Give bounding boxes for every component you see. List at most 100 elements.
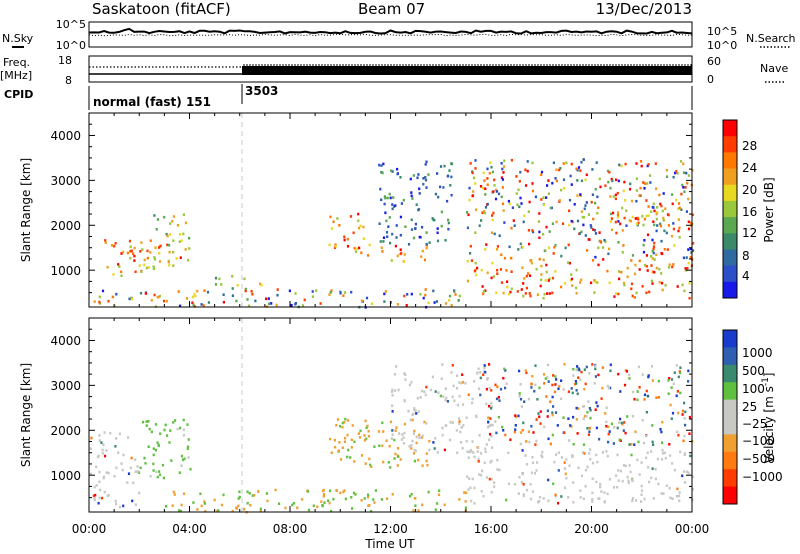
data-cell — [631, 215, 634, 219]
data-cell — [659, 224, 663, 228]
data-cell — [89, 472, 92, 476]
data-cell — [644, 182, 647, 185]
data-cell — [554, 375, 557, 378]
data-cell — [425, 231, 428, 234]
data-cell — [481, 211, 484, 214]
data-cell — [546, 409, 549, 413]
data-cell — [476, 371, 479, 374]
data-cell — [257, 490, 260, 493]
data-cell — [246, 490, 249, 494]
data-cell — [488, 172, 491, 175]
data-cell — [589, 458, 592, 461]
power-cbar-tick-12: 12 — [742, 226, 757, 240]
data-cell — [609, 369, 612, 373]
data-cell — [270, 302, 273, 305]
data-cell — [489, 161, 492, 164]
data-cell — [169, 429, 172, 432]
data-cell — [560, 254, 563, 258]
data-cell — [113, 244, 116, 248]
colorbar-swatch — [723, 364, 737, 383]
data-cell — [646, 269, 649, 272]
data-cell — [555, 378, 558, 381]
data-cell — [496, 268, 499, 272]
data-cell — [479, 371, 482, 374]
data-cell — [370, 465, 373, 468]
data-cell — [383, 202, 386, 206]
data-cell — [615, 292, 618, 295]
data-cell — [487, 416, 490, 419]
data-cell — [610, 212, 613, 216]
data-cell — [577, 466, 580, 470]
data-cell — [267, 302, 271, 306]
data-cell — [385, 439, 388, 442]
colorbar-swatch — [723, 469, 737, 488]
data-cell — [120, 462, 123, 465]
data-cell — [572, 367, 575, 371]
data-cell — [506, 285, 509, 289]
data-cell — [420, 436, 424, 439]
data-cell — [470, 259, 474, 262]
data-cell — [424, 178, 428, 182]
data-cell — [490, 491, 493, 494]
data-cell — [278, 502, 281, 505]
data-cell — [647, 375, 650, 379]
freq-label-line2: [MHz] — [0, 69, 32, 82]
velocity-cbar-label-main: Velocity [m s — [762, 386, 776, 463]
data-cell — [427, 490, 430, 494]
data-cell — [158, 246, 161, 249]
data-cell — [519, 431, 523, 434]
data-cell — [593, 291, 596, 294]
data-cell — [580, 179, 584, 183]
data-cell — [591, 259, 595, 262]
data-cell — [350, 446, 353, 449]
data-cell — [220, 283, 223, 286]
data-cell — [582, 223, 585, 227]
data-cell — [353, 460, 356, 463]
data-cell — [334, 245, 337, 248]
data-cell — [115, 466, 118, 470]
data-cell — [192, 303, 195, 307]
data-cell — [464, 506, 467, 510]
data-cell — [484, 187, 487, 190]
data-cell — [647, 163, 650, 166]
data-cell — [491, 261, 494, 265]
data-cell — [567, 243, 570, 247]
data-cell — [168, 250, 171, 254]
data-cell — [608, 281, 611, 284]
data-cell — [633, 296, 636, 299]
data-cell — [551, 276, 554, 280]
data-cell — [661, 288, 664, 292]
data-cell — [469, 448, 473, 452]
data-cell — [495, 291, 498, 294]
data-cell — [575, 286, 578, 290]
data-cell — [507, 451, 510, 455]
data-cell — [389, 241, 392, 245]
data-cell — [491, 170, 494, 174]
data-cell — [143, 263, 146, 267]
data-cell — [619, 439, 622, 442]
data-cell — [682, 186, 685, 189]
data-cell — [524, 292, 527, 295]
data-cell — [402, 198, 405, 202]
data-cell — [183, 457, 186, 461]
data-cell — [531, 375, 534, 378]
data-cell — [516, 290, 519, 293]
data-cell — [568, 464, 571, 468]
data-cell — [639, 160, 643, 163]
data-cell — [618, 421, 621, 424]
data-cell — [471, 194, 474, 198]
data-cell — [589, 224, 592, 227]
data-cell — [647, 205, 650, 208]
data-cell — [515, 175, 518, 178]
data-cell — [421, 249, 424, 253]
data-cell — [579, 496, 582, 499]
colorbar-swatch — [723, 330, 737, 348]
data-cell — [203, 289, 206, 292]
data-cell — [562, 162, 565, 165]
data-cell — [620, 421, 623, 425]
data-cell — [686, 267, 689, 270]
data-cell — [637, 221, 640, 225]
data-cell — [384, 290, 387, 293]
colorbar-swatch — [723, 451, 737, 470]
data-cell — [441, 433, 444, 437]
